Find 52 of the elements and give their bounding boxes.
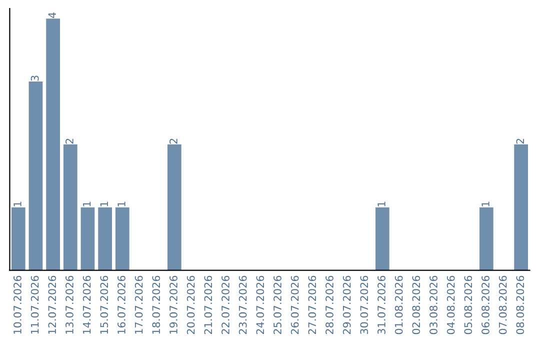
bar <box>98 207 112 270</box>
bar <box>46 18 60 270</box>
data-label: 2 <box>66 138 74 144</box>
data-label: 1 <box>100 202 108 206</box>
x-tick-label: 13.07.2026 <box>66 276 74 334</box>
x-tick-label: 28.07.2026 <box>326 276 334 334</box>
x-tick-label: 25.07.2026 <box>274 276 282 334</box>
x-tick-label: 02.08.2026 <box>412 276 420 334</box>
x-tick-label: 10.07.2026 <box>14 276 22 334</box>
x-tick-label: 11.07.2026 <box>30 276 39 334</box>
data-label: 1 <box>118 202 126 206</box>
x-tick-label: 19.07.2026 <box>170 276 178 334</box>
x-tick-label: 06.08.2026 <box>482 276 490 334</box>
bar <box>115 207 130 270</box>
bar <box>11 207 26 270</box>
bar <box>514 144 528 270</box>
bar <box>28 82 43 270</box>
x-tick-label: 23.07.2026 <box>238 276 247 334</box>
x-tick-label: 20.07.2026 <box>186 276 195 334</box>
data-label: 3 <box>30 76 39 81</box>
bar <box>375 207 390 270</box>
x-tick-label: 14.07.2026 <box>82 276 91 334</box>
x-tick-label: 15.07.2026 <box>100 276 108 334</box>
data-label: 1 <box>83 202 91 206</box>
data-label: 4 <box>48 12 56 18</box>
x-tick-label: 31.07.2026 <box>378 276 386 334</box>
x-tick-label: 18.07.2026 <box>152 276 160 334</box>
bar <box>63 144 78 270</box>
data-label: 1 <box>14 202 22 206</box>
x-tick-label: 12.07.2026 <box>48 276 56 334</box>
bar <box>167 144 182 270</box>
x-tick-label: 30.07.2026 <box>360 276 368 334</box>
x-tick-label: 16.07.2026 <box>118 276 126 334</box>
data-label: 1 <box>378 202 386 206</box>
x-tick-label: 26.07.2026 <box>290 276 299 334</box>
x-tick-label: 01.08.2026 <box>394 276 403 334</box>
x-tick-label: 27.07.2026 <box>308 276 316 334</box>
x-tick-label: 05.08.2026 <box>464 276 472 334</box>
x-tick-label: 21.07.2026 <box>204 276 212 334</box>
x-tick-label: 17.07.2026 <box>134 276 143 334</box>
x-tick-label: 24.07.2026 <box>256 276 264 334</box>
data-label: 2 <box>170 138 178 144</box>
x-tick-label: 04.08.2026 <box>446 276 455 334</box>
x-tick-label: 07.08.2026 <box>498 276 507 334</box>
x-tick-label: 08.08.2026 <box>516 276 524 334</box>
x-tick-label: 22.07.2026 <box>222 276 230 334</box>
bar <box>479 207 494 270</box>
bar <box>80 207 95 270</box>
x-tick-label: 03.08.2026 <box>430 276 438 334</box>
data-label: 2 <box>516 138 524 144</box>
x-tick-label: 29.07.2026 <box>342 276 351 334</box>
data-label: 1 <box>482 202 490 206</box>
